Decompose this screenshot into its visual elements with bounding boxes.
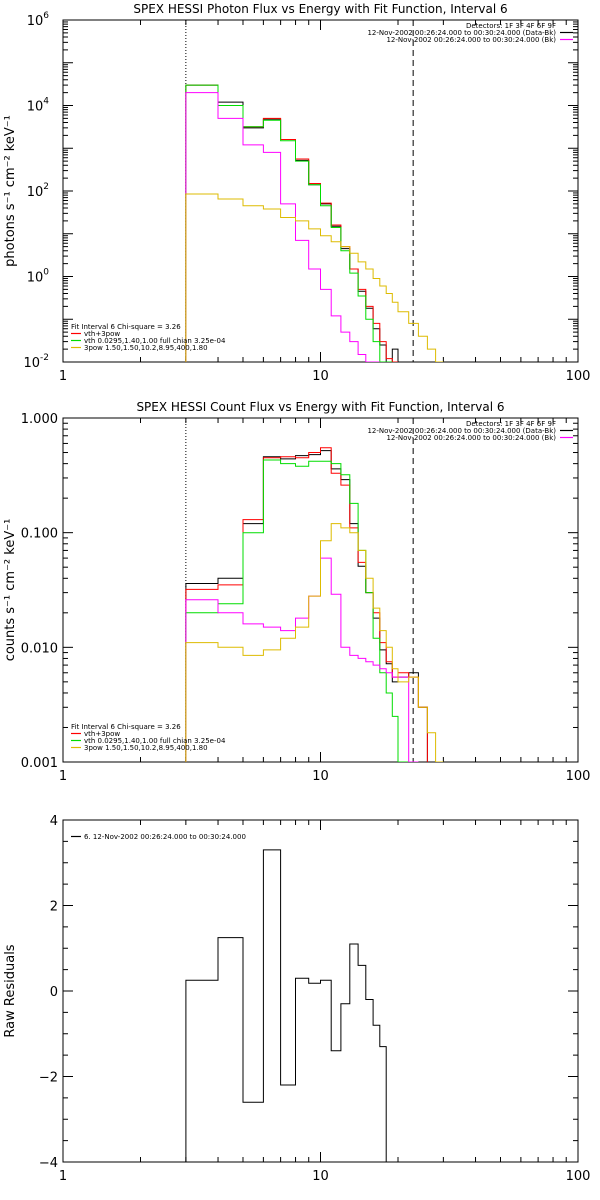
y-tick-label: 0 — [50, 985, 58, 1000]
legend-entry-2: vth 0.0295,1.40,1.00 full chian 3.25e-04 — [84, 337, 226, 345]
y-tick-label: −2 — [39, 1071, 58, 1086]
y-tick-label: 0.010 — [21, 641, 58, 656]
y-tick-label: 4 — [50, 814, 58, 829]
y-tick-label: 104 — [27, 97, 50, 115]
x-tick-label: 10 — [312, 1169, 329, 1184]
y-tick-label: 0.001 — [21, 756, 58, 771]
y-tick-label: −4 — [39, 1156, 58, 1171]
series-1-histogram — [185, 447, 428, 762]
y-tick-label: 102 — [27, 182, 49, 200]
legend-entry-1: vth+3pow — [84, 730, 120, 738]
y-tick-label: 0.100 — [21, 527, 58, 542]
chart-title: SPEX HESSI Count Flux vs Energy with Fit… — [136, 400, 504, 414]
photon-flux-panel: SPEX HESSI Photon Flux vs Energy with Fi… — [3, 2, 590, 384]
y-tick-exponent: 6 — [43, 11, 49, 21]
legend-entry-0: 6. 12-Nov-2002 00:26:24.000 to 00:30:24.… — [84, 833, 246, 841]
x-tick-label: 100 — [566, 369, 591, 384]
x-tick-label: 1 — [59, 769, 67, 784]
legend-entry-1: vth+3pow — [84, 330, 120, 338]
series-2-histogram — [185, 459, 409, 762]
x-tick-label: 10 — [312, 369, 329, 384]
y-tick-label: 106 — [27, 11, 50, 29]
legend-entry-0: Fit Interval 6 Chi-square = 3.26 — [71, 323, 181, 331]
residuals-panel: Raw Residuals 1 10 100 4 2 0 −2 −4 6. 12-Nov-2002… — [3, 814, 590, 1184]
y-axis-label: photons s⁻¹ cm⁻² keV⁻¹ — [3, 115, 18, 267]
legend-entry-2: vth 0.0295,1.40,1.00 full chian 3.25e-04 — [84, 737, 226, 745]
legend-entry-3: 3pow 1.50,1.50,10.2,8.95,400,1.80 — [84, 744, 208, 752]
y-tick-label: 100 — [27, 268, 50, 286]
x-tick-label: 1 — [59, 1169, 67, 1184]
series-4-histogram — [185, 193, 444, 362]
header-line-2: 12-Nov-2002 00:26:24.000 to 00:30:24.000… — [386, 434, 556, 442]
y-axis-label: Raw Residuals — [3, 944, 18, 1037]
y-tick-exponent: 2 — [43, 182, 49, 192]
series-2-histogram — [185, 84, 393, 362]
header-line-1: 12-Nov-2002 00:26:24.000 to 00:30:24.000… — [367, 29, 556, 37]
y-axis-label: counts s⁻¹ cm⁻² keV⁻¹ — [3, 519, 18, 662]
series-1-histogram — [185, 84, 398, 362]
series-3-histogram — [185, 557, 419, 762]
y-tick-exponent: -2 — [40, 353, 49, 363]
header-line-1: 12-Nov-2002 00:26:24.000 to 00:30:24.000… — [367, 427, 556, 435]
header-line-0: Detectors: 1F 3F 4F 6F 9F — [466, 22, 556, 30]
series-0-histogram — [185, 84, 399, 362]
y-tick-label: 10-2 — [23, 353, 49, 371]
series-3-histogram — [185, 92, 380, 362]
legend-entry-0: Fit Interval 6 Chi-square = 3.26 — [71, 723, 181, 731]
x-tick-label: 100 — [566, 769, 591, 784]
series-0-histogram — [185, 450, 428, 762]
x-tick-label: 1 — [59, 369, 67, 384]
y-tick-label: 2 — [50, 900, 58, 915]
y-tick-label: 1.000 — [21, 412, 58, 427]
plot-frame — [62, 819, 579, 1163]
header-line-0: Detectors: 1F 3F 4F 6F 9F — [466, 420, 556, 428]
legend-entry-3: 3pow 1.50,1.50,10.2,8.95,400,1.80 — [84, 344, 208, 352]
count-flux-panel: SPEX HESSI Count Flux vs Energy with Fit… — [3, 400, 590, 784]
chart-title: SPEX HESSI Photon Flux vs Energy with Fi… — [133, 2, 507, 16]
series-0-histogram — [185, 849, 387, 1162]
y-tick-exponent: 4 — [43, 97, 49, 107]
header-line-2: 12-Nov-2002 00:26:24.000 to 00:30:24.000… — [386, 36, 556, 44]
y-tick-exponent: 0 — [43, 268, 49, 278]
x-tick-label: 10 — [312, 769, 329, 784]
series-4-histogram — [185, 523, 444, 762]
x-tick-label: 100 — [566, 1169, 591, 1184]
